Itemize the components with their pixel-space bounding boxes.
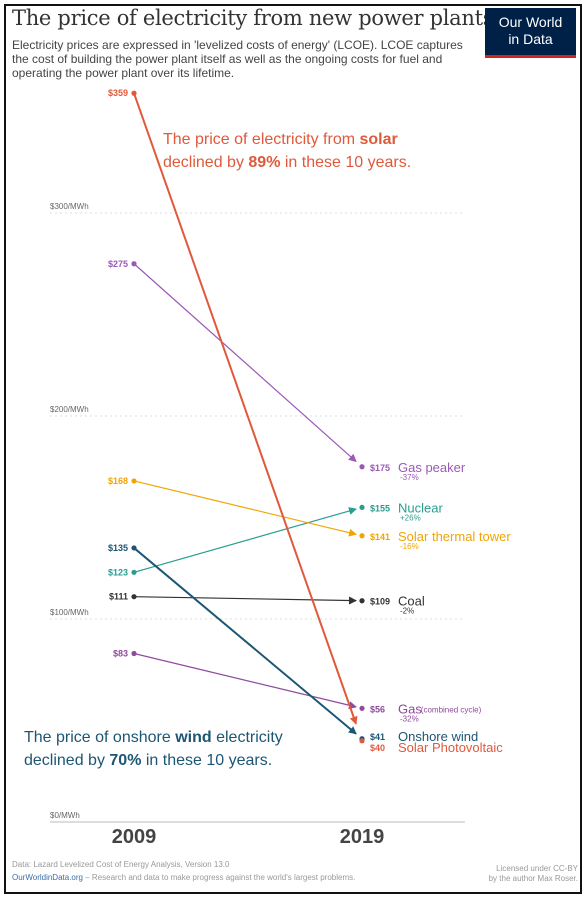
end-value-label: $40: [370, 743, 385, 753]
footer-site-line: OurWorldinData.org – Research and data t…: [12, 873, 355, 882]
start-value-label: $111: [109, 592, 128, 602]
x-tick-label: 2009: [112, 826, 157, 848]
start-point: [131, 261, 137, 267]
start-point: [131, 650, 137, 657]
end-point: [359, 705, 365, 711]
series-line: [133, 596, 357, 605]
end-value-label: $56: [370, 704, 385, 714]
license-note: Licensed under CC-BY by the author Max R…: [450, 864, 578, 884]
series-name-label: Gas: [398, 701, 422, 716]
y-tick-label: $100/MWh: [50, 608, 89, 617]
start-point: [131, 569, 137, 575]
change-label: -37%: [400, 473, 419, 482]
start-value-label: $135: [108, 543, 128, 553]
start-point: [131, 90, 137, 96]
start-value-label: $83: [113, 649, 128, 659]
end-value-label: $175: [370, 463, 390, 473]
grid-lines: $0/MWh $100/MWh $200/MWh $300/MWh: [50, 202, 465, 823]
series-line: [133, 92, 358, 725]
series-lines: [131, 90, 365, 744]
series-name-label: Gas peaker: [398, 460, 466, 475]
y-tick-label: $200/MWh: [50, 405, 89, 414]
solar-annotation-line-1: The price of electricity from solar: [163, 131, 398, 148]
series-line: [133, 652, 357, 710]
series-name-label: Onshore wind: [398, 729, 478, 744]
end-value-label: $109: [370, 597, 390, 607]
end-value-label: $155: [370, 503, 390, 513]
series-labels: $275 $175 Gas peaker-37% $123 $155 Nuclear+26…: [108, 88, 511, 755]
series-name-label: Solar thermal tower: [398, 529, 511, 544]
start-value-label: $123: [108, 567, 128, 577]
start-value-label: $275: [108, 259, 128, 269]
change-label: -16%: [400, 542, 419, 551]
wind-annotation-line-2: declined by 70% in these 10 years.: [24, 752, 272, 769]
chart-frame: [4, 4, 582, 894]
chart-title: The price of electricity from new power …: [12, 6, 494, 30]
end-point: [359, 464, 365, 470]
solar-annotation-line-2: declined by 89% in these 10 years.: [163, 154, 411, 171]
license-line-2: by the author Max Roser.: [488, 874, 578, 883]
start-point: [131, 478, 137, 484]
start-point: [131, 594, 137, 600]
logo-line-1: Our World: [498, 14, 563, 30]
end-point: [359, 504, 365, 510]
start-value-label: $359: [108, 88, 128, 98]
change-label: -2%: [400, 607, 414, 616]
license-line-1: Licensed under CC-BY: [496, 864, 578, 873]
start-point: [131, 545, 137, 551]
end-point: [359, 738, 365, 744]
wind-annotation-line-1: The price of onshore wind electricity: [24, 729, 283, 746]
x-tick-label: 2019: [340, 826, 385, 848]
end-point: [359, 598, 365, 604]
site-link[interactable]: OurWorldinData.org: [12, 873, 83, 882]
end-value-label: $41: [370, 732, 385, 742]
end-point: [359, 533, 365, 539]
series-name-label: Coal: [398, 594, 425, 609]
owid-logo[interactable]: Our World in Data: [485, 8, 576, 58]
end-value-label: $141: [370, 532, 390, 542]
series-name-label: Nuclear: [398, 500, 443, 515]
y-tick-label: $0/MWh: [50, 811, 80, 820]
start-value-label: $168: [108, 476, 128, 486]
logo-line-2: in Data: [508, 31, 553, 47]
series-line: [133, 263, 357, 463]
y-tick-label: $300/MWh: [50, 202, 89, 211]
chart-subtitle: Electricity prices are expressed in 'lev…: [12, 38, 463, 80]
change-label: -32%: [400, 714, 419, 723]
series-name-note: (combined cycle): [421, 705, 482, 714]
series-line: [133, 507, 357, 573]
change-label: +26%: [400, 513, 421, 522]
footer-tagline: – Research and data to make progress aga…: [83, 873, 356, 882]
series-line: [133, 480, 357, 537]
series-line: [133, 547, 357, 735]
source-note: Data: Lazard Levelized Cost of Energy An…: [12, 860, 230, 869]
series-name-label: Solar Photovoltaic: [398, 740, 503, 755]
